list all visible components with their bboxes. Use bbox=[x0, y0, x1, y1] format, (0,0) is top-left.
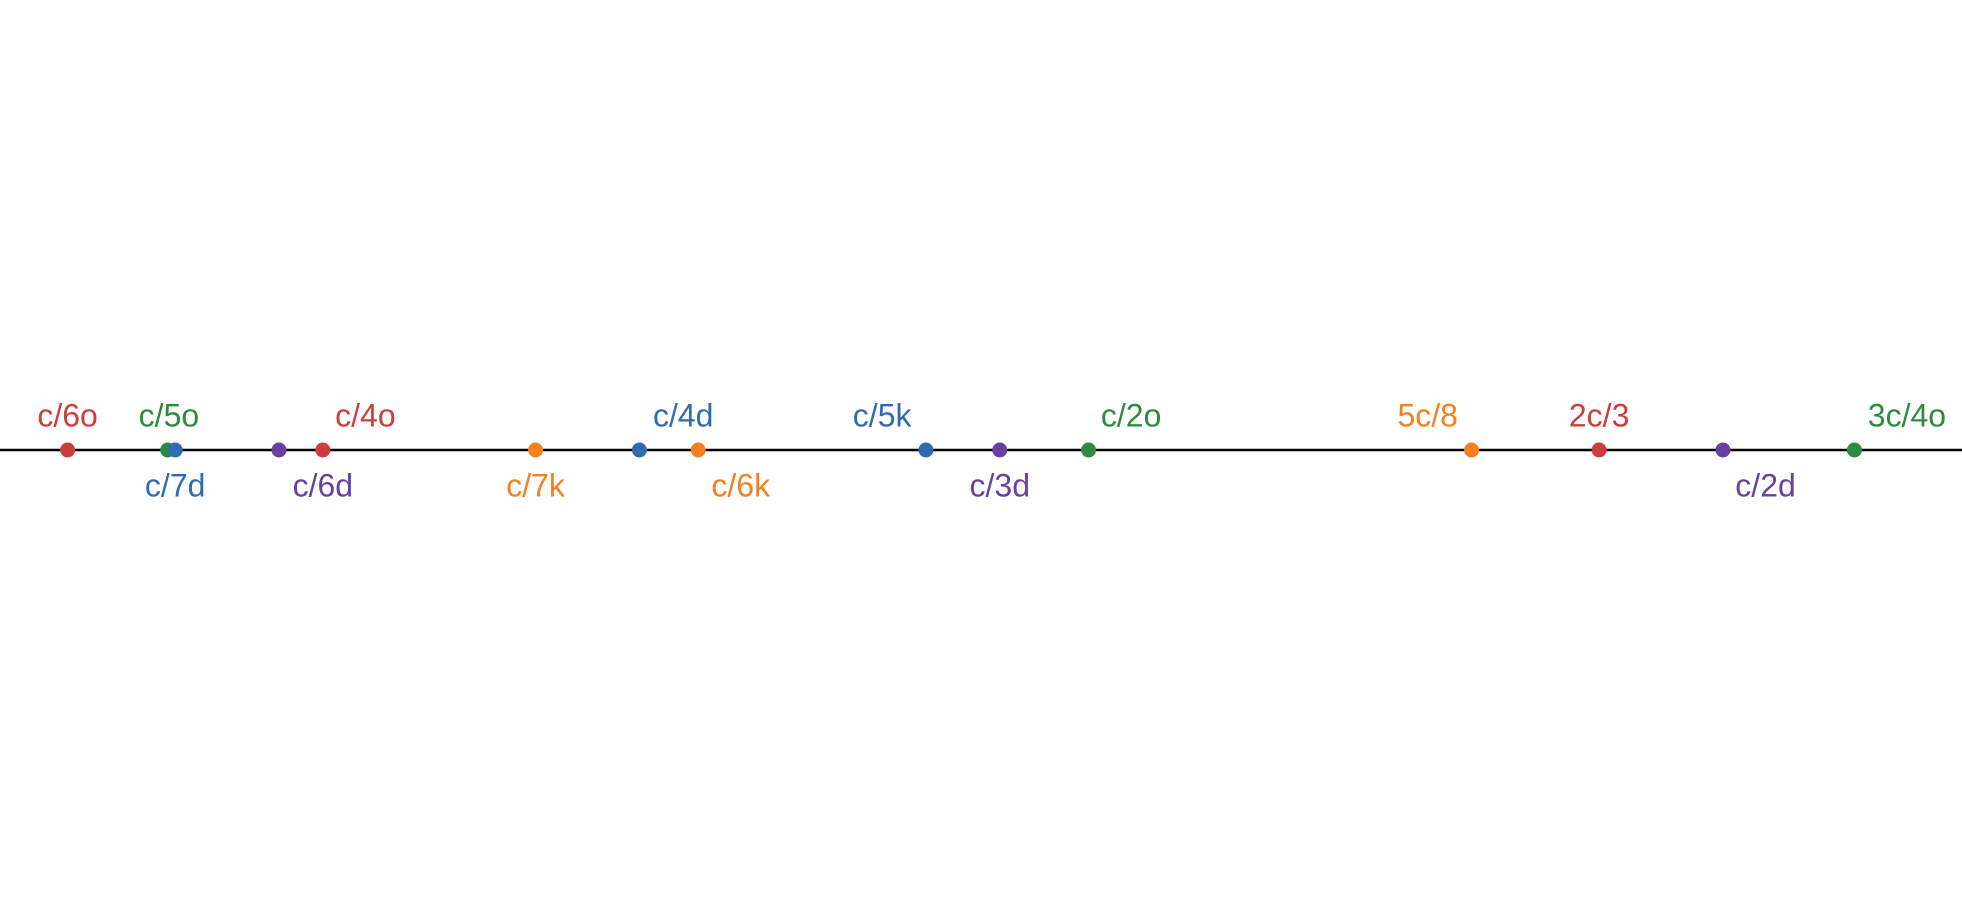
point-label: c/7k bbox=[506, 467, 566, 503]
point-label: c/2o bbox=[1101, 397, 1161, 433]
point-label: 5c/8 bbox=[1397, 397, 1457, 433]
point-label: 2c/3 bbox=[1569, 397, 1629, 433]
point bbox=[1715, 442, 1731, 458]
point-label: c/6o bbox=[37, 397, 97, 433]
point bbox=[167, 442, 183, 458]
point bbox=[1081, 442, 1097, 458]
point-label: c/7d bbox=[145, 467, 205, 503]
point-label: c/3d bbox=[970, 467, 1030, 503]
point-label: c/4o bbox=[335, 397, 395, 433]
point-label: c/6d bbox=[293, 467, 353, 503]
point bbox=[1464, 442, 1479, 458]
point bbox=[1591, 442, 1607, 458]
point bbox=[690, 442, 706, 458]
point bbox=[60, 442, 76, 458]
point-label: c/2d bbox=[1735, 467, 1795, 503]
point bbox=[1846, 442, 1862, 458]
point-label: c/5k bbox=[853, 397, 913, 433]
point bbox=[992, 442, 1008, 458]
point bbox=[528, 442, 544, 458]
point-label: c/6k bbox=[711, 467, 771, 503]
point-label: c/4d bbox=[653, 397, 713, 433]
point bbox=[631, 442, 647, 458]
point bbox=[315, 442, 331, 458]
point-label: 3c/4o bbox=[1868, 397, 1946, 433]
point bbox=[918, 442, 934, 458]
point bbox=[271, 442, 287, 458]
point-label: c/5o bbox=[139, 397, 199, 433]
